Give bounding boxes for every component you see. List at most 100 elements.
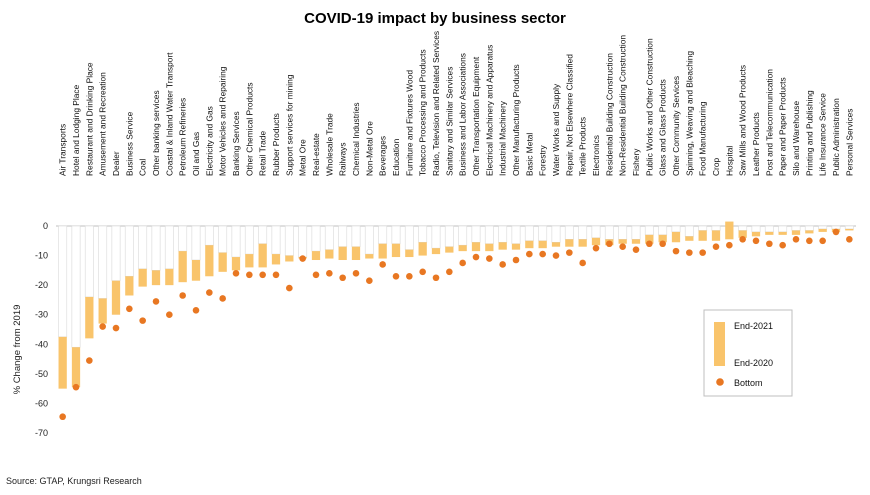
range-bar: [285, 255, 294, 262]
category-label: Electrical Machinery and Apparatus: [484, 45, 494, 176]
category-label: Beverages: [378, 136, 388, 176]
bottom-point: [339, 274, 346, 282]
category-label: Retail Trade: [258, 131, 268, 176]
range-bar: [191, 260, 201, 281]
bottom-point: [499, 261, 506, 268]
ghost-bar: [791, 225, 801, 231]
range-bar: [845, 228, 854, 231]
range-bar: [618, 239, 627, 244]
category-label: Tobacco Processing and Products: [418, 49, 428, 176]
category-label: Other Community Services: [671, 76, 681, 176]
category-label: Metal Ore: [298, 139, 308, 176]
bottom-point: [646, 240, 653, 248]
y-tick-label: -20: [35, 280, 48, 290]
ghost-bar: [644, 225, 654, 236]
bottom-point: [712, 243, 720, 250]
ghost-bar: [538, 225, 548, 242]
range-bar: [271, 254, 281, 265]
category-label: Amusement and Recreation: [98, 72, 108, 176]
y-tick-label: -70: [35, 428, 48, 438]
range-bar: [765, 231, 774, 235]
ghost-bar: [98, 225, 108, 299]
bottom-point: [672, 247, 680, 255]
bottom-point: [272, 271, 280, 279]
range-bar: [365, 254, 374, 259]
category-label: Radio, Television and Related Services: [431, 31, 441, 176]
bottom-point: [472, 253, 480, 261]
ghost-bar: [404, 225, 414, 250]
category-label: Saw Mills and Wood Products: [738, 65, 748, 176]
bottom-point: [99, 323, 106, 330]
category-label: Coal: [138, 159, 148, 176]
category-label: Public Works and Other Construction: [644, 38, 654, 176]
bottom-point: [152, 298, 160, 305]
y-tick-label: -30: [35, 310, 48, 320]
category-label: Oil and Gas: [191, 132, 201, 176]
range-bar: [791, 230, 801, 235]
category-label: Food Manufacturing: [698, 101, 708, 176]
bottom-point: [579, 259, 586, 267]
range-bar: [165, 268, 174, 286]
category-label: Other Chemical Products: [244, 82, 254, 176]
bottom-point: [112, 324, 120, 332]
ghost-bar: [778, 225, 788, 233]
y-tick-label: -50: [35, 369, 48, 379]
bottom-point: [286, 284, 293, 292]
category-label: Fishery: [631, 148, 641, 176]
bottom-point: [326, 270, 333, 277]
bottom-point: [659, 240, 666, 248]
ghost-bar: [151, 225, 161, 271]
ghost-bar: [284, 225, 294, 256]
bottom-point: [779, 241, 786, 249]
ghost-bar: [178, 225, 188, 252]
legend-label-end-2020: End-2020: [734, 358, 773, 368]
bottom-point: [232, 270, 240, 277]
bottom-point: [72, 383, 80, 391]
category-label: Textile Products: [578, 117, 588, 176]
ghost-bar: [604, 225, 614, 240]
y-axis: 0 -10 -20 -30 -40 -50 -60 -70: [35, 221, 48, 438]
range-bar: [178, 251, 187, 283]
category-label: Forestry: [538, 144, 548, 176]
range-bar: [498, 242, 507, 250]
range-bar: [351, 246, 361, 261]
range-bar: [218, 252, 227, 272]
ghost-bar: [111, 225, 121, 282]
ghost-bar: [164, 225, 174, 270]
y-tick-label: -40: [35, 339, 48, 349]
ghost-bar: [631, 225, 641, 240]
bottom-point: [606, 240, 613, 248]
category-label: Support services for mining: [284, 74, 294, 176]
range-bar: [511, 243, 521, 250]
range-bar: [431, 248, 441, 255]
range-bar: [231, 257, 241, 271]
range-bar: [698, 230, 707, 241]
bottom-point: [406, 272, 413, 280]
category-label: Non-Metal Ore: [364, 121, 374, 176]
ghost-bar: [311, 225, 321, 252]
category-label: Printing and Publishing: [804, 90, 814, 176]
category-label: Education: [391, 138, 401, 176]
category-label: Chemical Industries: [351, 102, 361, 176]
category-label: Sanitary and Similar Services: [444, 67, 454, 176]
range-bar: [458, 245, 467, 252]
category-label: Business Service: [124, 111, 134, 176]
ghost-bar: [431, 225, 441, 249]
bottom-point: [246, 271, 253, 279]
range-bar: [258, 243, 267, 268]
bottom-point: [619, 243, 626, 250]
bottom-point: [819, 237, 826, 245]
category-label: Restaurant and Drinking Place: [84, 62, 94, 176]
category-label: Coastal & Inland Water Transport: [164, 52, 174, 176]
ghost-bar: [204, 225, 214, 246]
category-label: Electronics: [591, 135, 601, 176]
range-bar: [805, 230, 814, 234]
ghost-bar: [298, 225, 308, 258]
category-label: Repair, Not Elsewhere Classified: [564, 54, 574, 176]
range-bar: [445, 246, 454, 253]
category-label: Petroleum Refineries: [178, 98, 188, 176]
bottom-point: [739, 236, 746, 243]
plot-area: [56, 221, 856, 421]
range-bar: [311, 251, 321, 261]
category-label: Furniture and Fixtures Wood: [404, 70, 414, 176]
